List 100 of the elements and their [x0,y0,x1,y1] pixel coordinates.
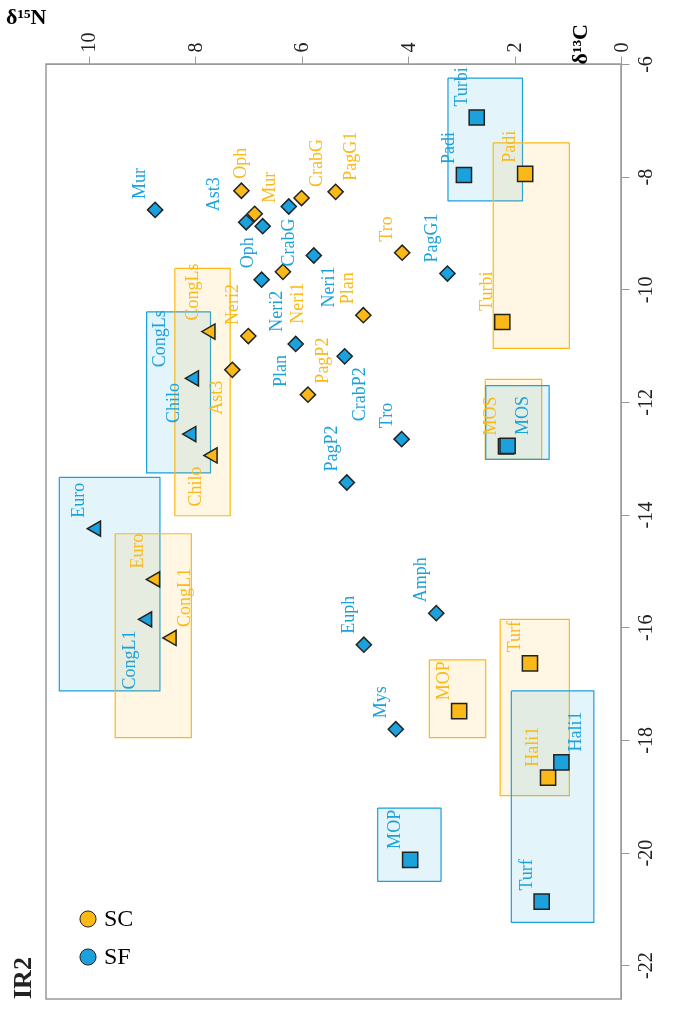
data-label: Plan [269,354,290,387]
data-label: Neri1 [317,266,338,308]
data-label: CrabG [277,218,298,267]
point [253,271,270,289]
point [336,348,354,365]
x-tick-label: 8 [183,42,206,53]
data-label: CongLs [182,263,203,321]
point [305,247,323,264]
data-label: Neri2 [265,290,286,332]
point [162,629,177,647]
y-tick-label: -18 [633,727,656,754]
data-label: Mur [129,167,150,199]
point [401,851,419,869]
y-tick-label: -12 [633,389,656,416]
data-label: Mys [369,686,390,719]
point [146,201,164,219]
point [539,769,557,786]
text: IR2 [7,957,37,999]
data-label: PagG1 [339,131,360,181]
point [327,183,344,201]
point [254,217,272,235]
data-label: MOS [511,395,532,435]
point [145,571,161,588]
data-label: PagG1 [421,213,442,263]
point [184,369,200,387]
data-label: PagP2 [320,425,341,472]
data-label: Amph [410,557,431,603]
x-tick-label: 0 [609,42,632,53]
x-tick-label: 2 [503,42,526,53]
point [468,109,486,126]
data-label: Turbi [450,67,471,107]
point [553,754,570,771]
data-label: MOP [433,661,454,701]
point [246,205,264,223]
x-axis-title: δ¹⁵N [6,3,47,29]
data-label: Tro [375,402,396,429]
data-label: Neri2 [222,284,243,326]
point [455,166,473,184]
point [203,447,218,464]
point [224,361,241,379]
point [137,611,153,628]
point [287,335,305,353]
data-label: Ast3 [203,177,224,212]
point [86,520,102,538]
point [299,386,317,403]
point [237,213,255,231]
data-label: MOP [384,809,405,849]
legend-label: SC [104,905,134,931]
point [354,306,372,324]
data-label: Padi [437,131,458,164]
y-tick-label: -20 [633,839,656,867]
point [355,636,373,654]
data-label: Neri1 [286,282,307,324]
point [387,720,405,738]
data-label: Hali1 [522,726,543,767]
y-tick-label: -8 [633,168,656,186]
point [521,654,539,672]
point [427,604,445,622]
data-label: Turf [503,620,524,653]
point [439,265,456,282]
data-label: Oph [230,147,251,179]
y-tick-label: -6 [633,56,656,73]
data-label: Chilo [184,466,205,507]
data-label: PagP2 [311,337,332,384]
y-tick-label: -16 [633,614,656,642]
point [493,313,511,331]
data-label: CongLs [148,310,169,368]
y-tick-label: -10 [633,276,656,304]
data-label: Padi [499,130,520,163]
data-label: Hali1 [565,711,586,752]
legend-label: SF [104,943,131,969]
data-label: Tro [376,216,397,242]
data-label: Turf [515,859,536,891]
x-tick-label: 6 [290,42,313,53]
data-label: Euro [127,533,148,569]
data-label: CongL1 [173,567,194,627]
data-label: Mur [258,171,279,203]
y-tick-label: -14 [633,501,656,529]
data-label: CrabG [305,139,326,188]
data-label: Turbi [476,271,497,311]
point [393,244,411,262]
data-label: CongL1 [119,630,140,690]
point [293,189,310,207]
point [516,165,534,183]
y-tick-label: -22 [633,952,656,980]
data-label: MOS [480,396,500,436]
point [181,425,197,443]
point [233,182,250,200]
data-label: Plan [337,272,358,305]
data-label: Euro [67,482,88,518]
data-label: Oph [236,237,257,269]
data-label: Chilo [163,383,184,424]
data-label: CrabP2 [348,367,369,422]
point [280,198,298,215]
x-tick-label: 10 [77,32,100,53]
point [201,323,216,340]
point [338,474,356,491]
point [239,327,257,345]
x-tick-label: 4 [396,42,419,53]
data-label: Ast3 [206,380,227,415]
